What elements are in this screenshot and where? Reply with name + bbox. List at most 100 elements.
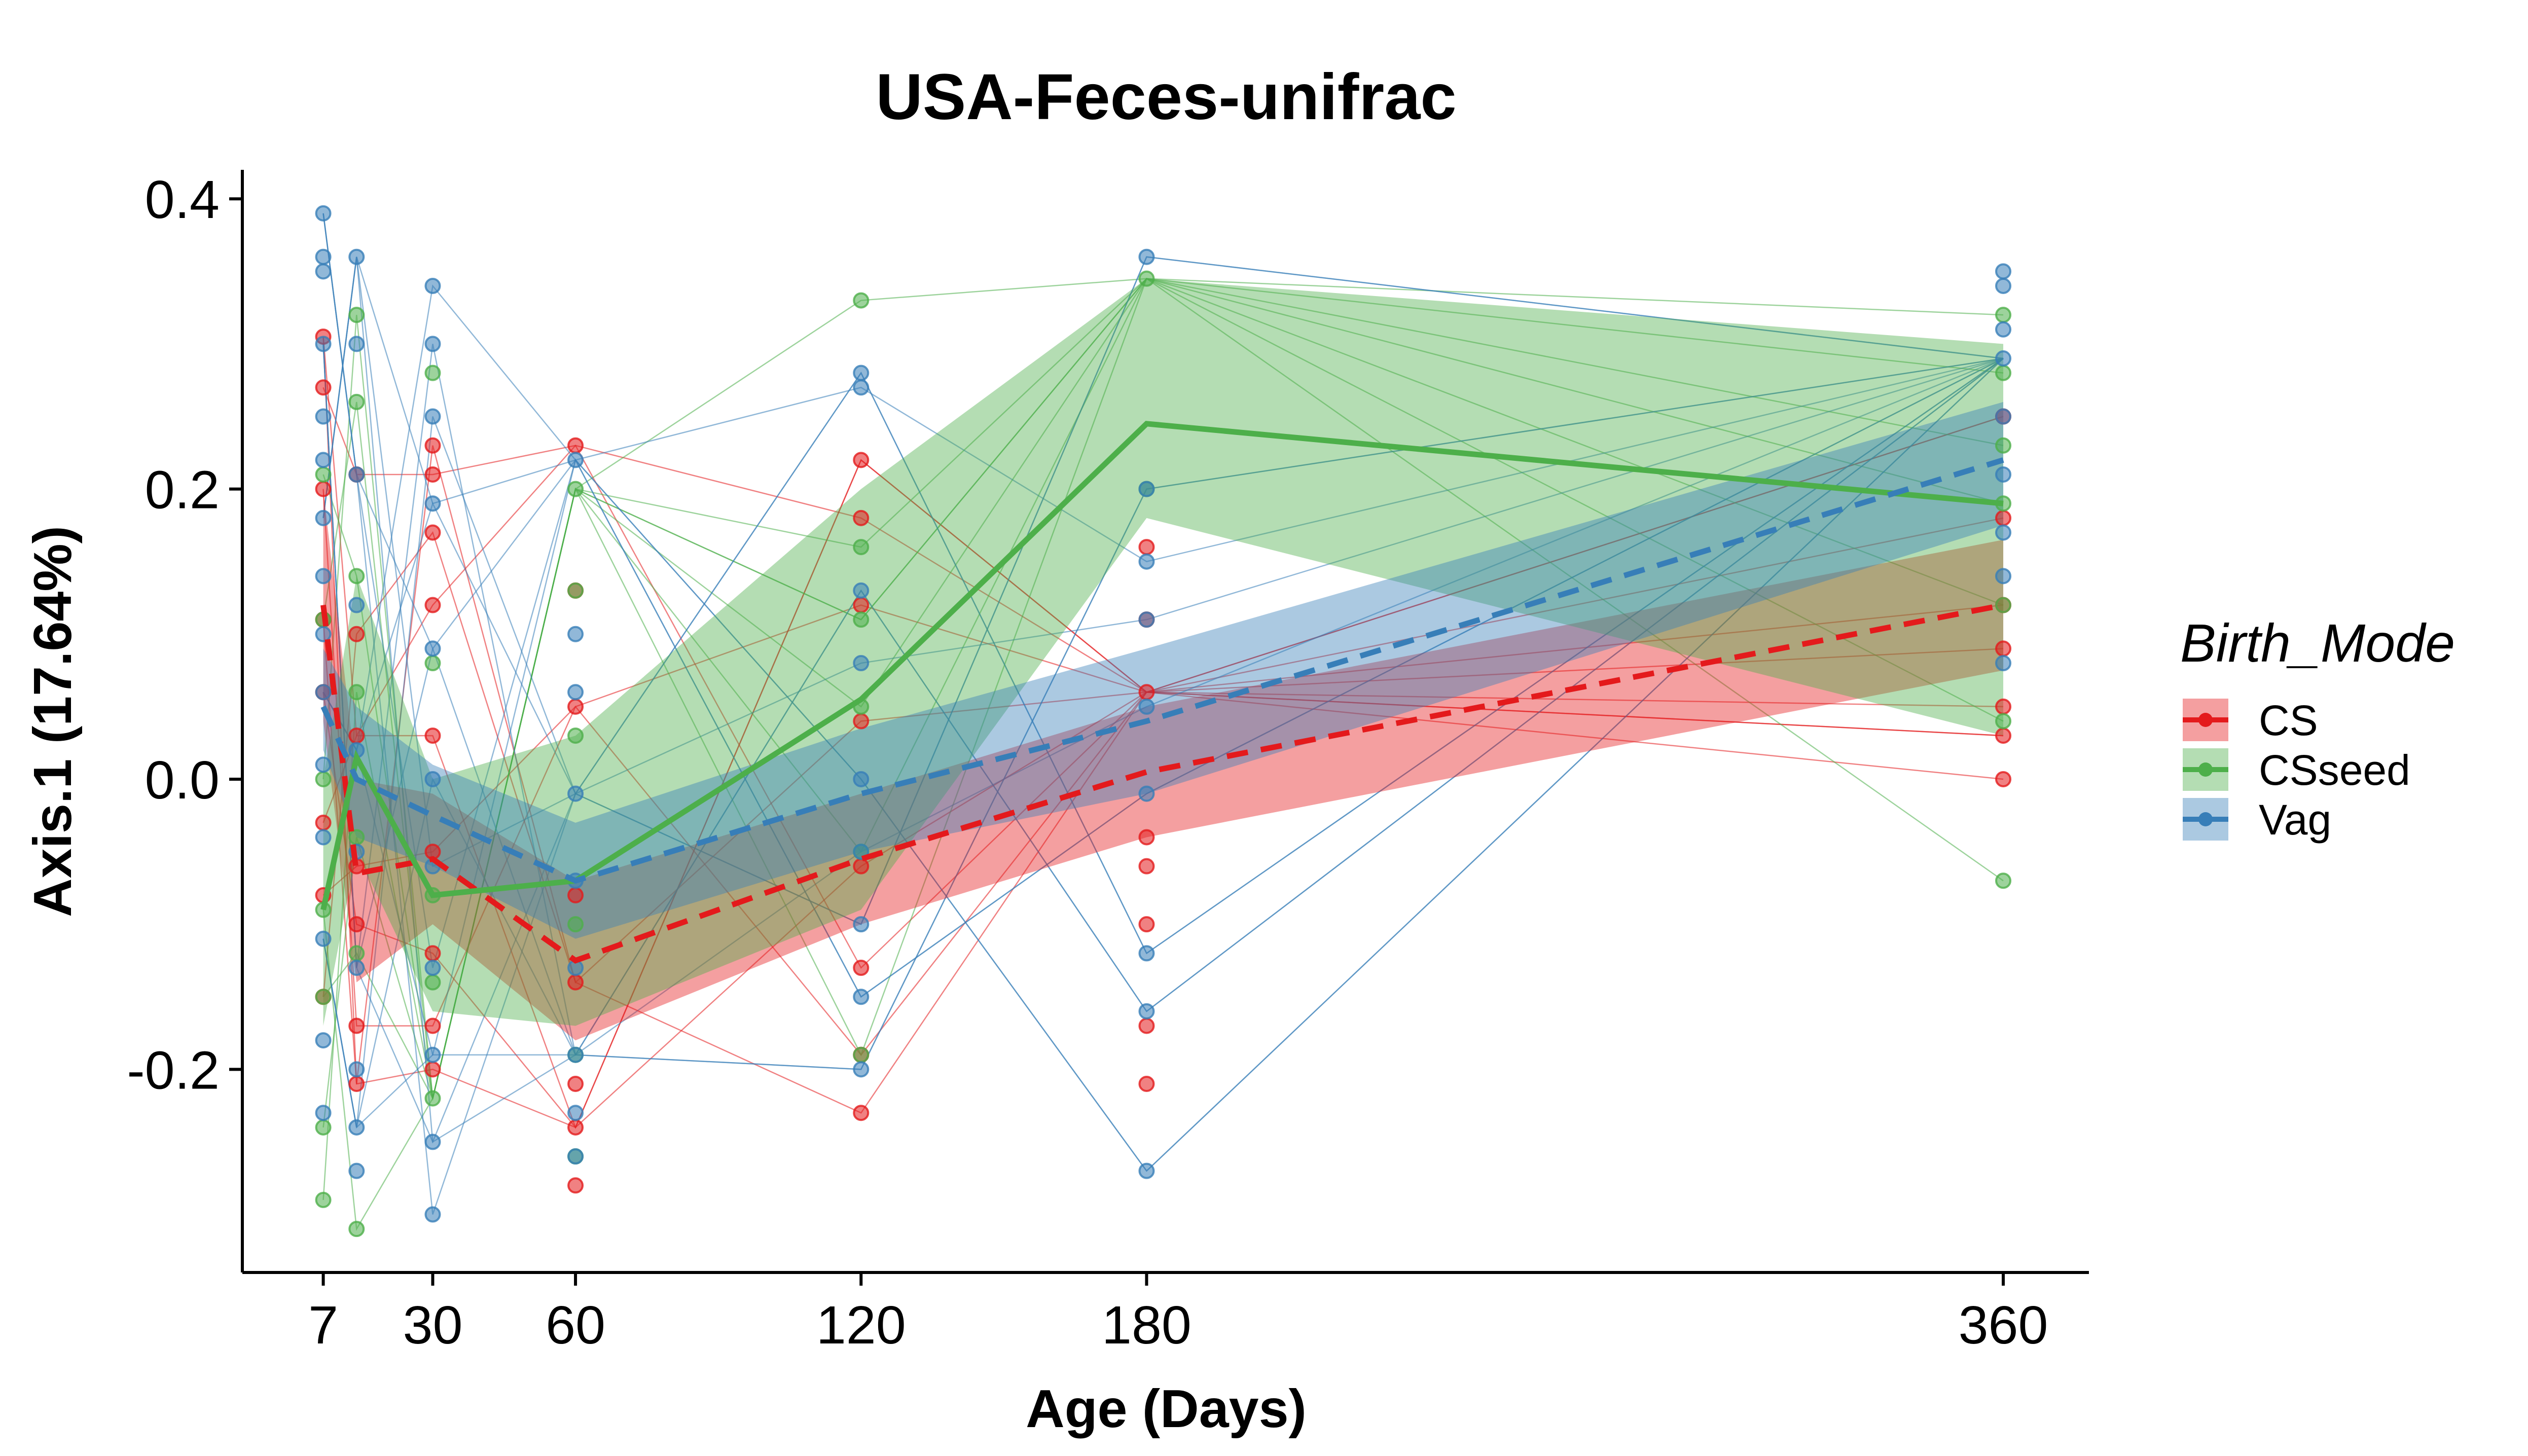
x-tick-label: 30 [403, 1295, 463, 1355]
point-vag [424, 1046, 441, 1063]
point-csseed [1995, 597, 2012, 613]
point-vag [1138, 785, 1155, 802]
point-cs [424, 524, 441, 541]
point-csseed [348, 568, 365, 585]
point-vag [424, 771, 441, 787]
point-vag [315, 930, 332, 947]
point-cs [1995, 640, 2012, 657]
point-csseed [424, 655, 441, 672]
legend-marker-csseed [2198, 762, 2213, 777]
point-vag [853, 771, 870, 787]
x-ticks: 7 30 60 120 180 360 [308, 1272, 2048, 1355]
point-vag [348, 336, 365, 352]
point-csseed [853, 292, 870, 309]
point-cs [1995, 698, 2012, 715]
point-csseed [853, 1046, 870, 1063]
chart-title: USA-Feces-unifrac [876, 61, 1456, 133]
point-vag [567, 452, 584, 468]
mean-lines [320, 421, 2004, 964]
point-vag [424, 408, 441, 425]
point-cs [348, 626, 365, 642]
point-cs [1138, 829, 1155, 846]
point-csseed [1995, 307, 2012, 323]
point-vag [1995, 568, 2012, 585]
point-cs [567, 974, 584, 991]
point-csseed [567, 481, 584, 497]
point-vag [1138, 481, 1155, 497]
point-vag [348, 960, 365, 976]
y-tick-label: 0.4 [145, 170, 220, 230]
point-vag [424, 1206, 441, 1223]
point-cs [1138, 858, 1155, 875]
point-vag [853, 379, 870, 396]
point-vag [1995, 466, 2012, 483]
point-vag [1995, 321, 2012, 338]
point-vag [567, 1148, 584, 1165]
point-cs [315, 379, 332, 396]
point-vag [567, 684, 584, 701]
point-csseed [567, 727, 584, 744]
point-csseed [424, 974, 441, 991]
x-tick-label: 7 [308, 1295, 338, 1355]
plot-area [315, 205, 2012, 1237]
point-vag [853, 365, 870, 381]
point-cs [348, 1017, 365, 1034]
point-csseed [315, 466, 332, 483]
legend-label-vag: Vag [2259, 796, 2331, 844]
point-vag [567, 1105, 584, 1121]
point-vag [348, 466, 365, 483]
point-cs [1995, 727, 2012, 744]
point-vag [1138, 698, 1155, 715]
point-cs [424, 437, 441, 454]
point-vag [424, 277, 441, 294]
point-cs [424, 727, 441, 744]
point-csseed [424, 365, 441, 381]
point-vag [348, 248, 365, 265]
point-csseed [853, 611, 870, 628]
x-tick-label: 180 [1102, 1295, 1191, 1355]
point-vag [424, 1134, 441, 1150]
point-vag [1138, 553, 1155, 570]
point-csseed [1995, 872, 2012, 889]
point-cs [853, 452, 870, 468]
point-vag [348, 597, 365, 613]
x-tick-label: 120 [816, 1295, 906, 1355]
point-csseed [853, 539, 870, 556]
point-cs [315, 814, 332, 831]
point-cs [1995, 509, 2012, 526]
point-vag [315, 1032, 332, 1049]
point-vag [853, 655, 870, 672]
y-axis-label: Axis.1 (17.64%) [23, 526, 83, 917]
point-vag [424, 960, 441, 976]
point-csseed [315, 1119, 332, 1136]
point-vag [348, 1162, 365, 1179]
point-vag [567, 1046, 584, 1063]
point-cs [424, 466, 441, 483]
mean-line-vag [320, 457, 2004, 884]
point-cs [853, 1105, 870, 1121]
point-csseed [348, 393, 365, 410]
point-cs [315, 481, 332, 497]
point-csseed [315, 1191, 332, 1208]
y-ticks: -0.2 0.0 0.2 0.4 [127, 170, 242, 1100]
point-vag [853, 1061, 870, 1078]
point-cs [348, 1075, 365, 1092]
point-vag [315, 509, 332, 526]
point-csseed [348, 1221, 365, 1237]
point-csseed [567, 916, 584, 933]
point-cs [1138, 539, 1155, 556]
point-vag [315, 756, 332, 773]
point-vag [315, 1105, 332, 1121]
point-vag [315, 205, 332, 222]
point-csseed [424, 1090, 441, 1107]
point-vag [348, 1119, 365, 1136]
point-cs [567, 1177, 584, 1194]
point-cs [853, 509, 870, 526]
point-csseed [567, 582, 584, 599]
point-cs [424, 597, 441, 613]
point-cs [853, 713, 870, 730]
point-csseed [348, 684, 365, 701]
legend-marker-vag [2198, 812, 2213, 826]
